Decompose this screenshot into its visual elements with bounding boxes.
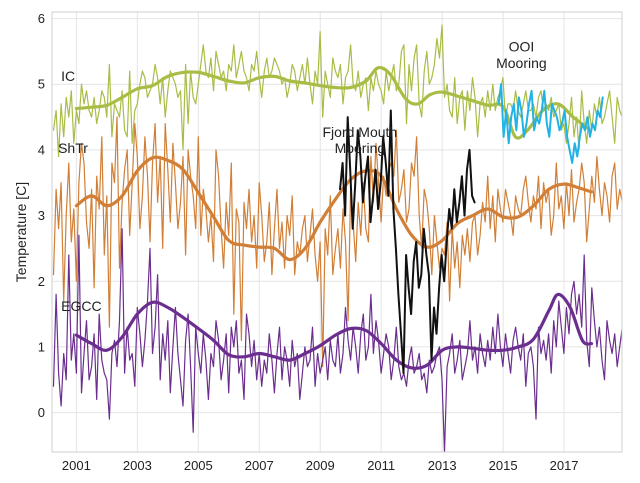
fjord-mouth-monthly-line: [339, 109, 476, 375]
x-tick-label: 2015: [489, 458, 518, 473]
annotation-label: ShTr: [58, 140, 88, 156]
ooi-monthly-line: [497, 83, 604, 164]
x-tick-label: 2007: [245, 458, 274, 473]
x-tick-label: 2003: [123, 458, 152, 473]
x-tick-label: 2011: [367, 458, 395, 473]
egcc-smoothed-line: [74, 292, 594, 370]
shtr-monthly-line: [52, 116, 622, 368]
shtr-smoothed-line: [74, 155, 594, 262]
y-tick-label: 2: [38, 274, 45, 289]
grid-layer: [52, 12, 622, 452]
annotation-label: Fjord Mouth: [323, 124, 398, 140]
x-tick-label: 2017: [550, 458, 579, 473]
annotation-label: Mooring: [496, 55, 547, 71]
y-tick-label: 1: [38, 339, 45, 354]
y-tick-label: 5: [38, 77, 45, 92]
annotation-label: Mooring: [335, 140, 386, 156]
x-tick-label: 2001: [62, 458, 91, 473]
ic-smoothed-line: [74, 65, 591, 140]
y-axis-label: Temperature [C]: [13, 182, 29, 282]
y-tick-label: 6: [38, 11, 45, 26]
y-tick-label: 4: [38, 142, 45, 157]
y-tick-label: 0: [38, 405, 45, 420]
plot-frame: [51, 11, 623, 453]
annotation-label: IC: [61, 68, 75, 84]
annotation-label: OOI: [509, 38, 535, 54]
ic-monthly-line: [52, 24, 622, 158]
x-tick-label: 2013: [428, 458, 457, 473]
x-tick-label: 2005: [184, 458, 213, 473]
egcc-monthly-line: [52, 228, 622, 452]
x-tick-label: 2009: [306, 458, 335, 473]
annotation-label: EGCC: [61, 298, 101, 314]
y-tick-label: 3: [38, 208, 45, 223]
series-layer: [52, 24, 622, 452]
tick-layer: 2001 2003 2005 2007 2009 2011 2013 2015 2017 0 1 2 3…: [38, 11, 579, 473]
